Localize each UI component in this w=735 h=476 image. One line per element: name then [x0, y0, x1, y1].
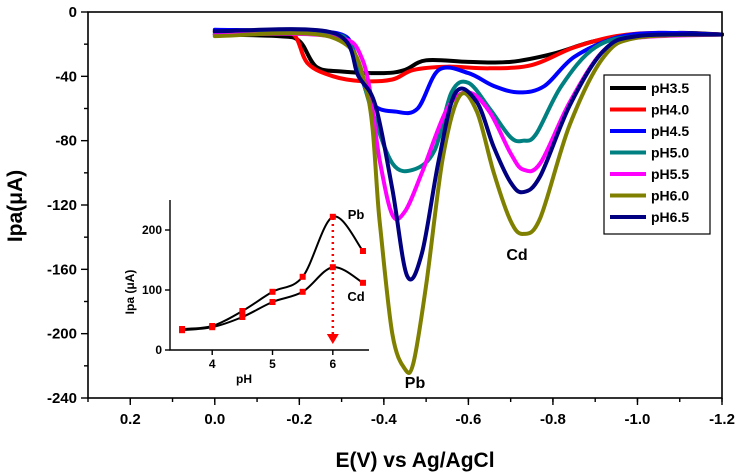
inset-cd-label: Cd — [347, 289, 364, 304]
inset-series-group — [179, 213, 366, 344]
inset-marker-pb — [239, 308, 246, 314]
y-tick-label: -40 — [55, 68, 77, 85]
x-tick-label: -0.4 — [371, 411, 398, 428]
legend: pH3.5 pH4.0 pH4.5 pH5.0 pH5.5 pH6.0 pH6.5 — [603, 74, 711, 235]
legend-label: pH4.0 — [651, 102, 689, 118]
legend-label: pH3.5 — [651, 80, 689, 96]
y-axis-title: Ipa(μA) — [4, 170, 27, 242]
x-tick-label: 0.2 — [120, 411, 141, 428]
x-axis-title: E(V) vs Ag/AgCl — [335, 449, 494, 472]
main-series-group — [212, 27, 724, 375]
inset-x-axis-title: pH — [236, 372, 252, 386]
main-plot: 0.2 0.0 -0.2 -0.4 -0.6 -0.8 -1.0 -1.2 0 -40 -80 -12… — [4, 4, 735, 472]
legend-label: pH5.5 — [651, 166, 689, 182]
y-tick-label: -80 — [55, 133, 77, 150]
legend-label: pH6.0 — [651, 188, 689, 204]
y-tick-label: -240 — [47, 390, 77, 407]
series-line-ph4-0 — [212, 29, 724, 84]
x-tick-label: 0.0 — [204, 411, 225, 428]
inset-arrow-head — [326, 334, 339, 344]
y-tick-label: -160 — [47, 261, 77, 278]
inset-x-tick-label: 6 — [329, 357, 336, 371]
inset-y-tick-label: 200 — [142, 223, 162, 237]
x-tick-label: -0.2 — [286, 411, 312, 428]
legend-items: pH3.5 pH4.0 pH4.5 pH5.0 pH5.5 pH6.0 pH6.5 — [610, 80, 689, 225]
inset-marker-cd — [299, 288, 306, 295]
y-tick-label: 0 — [69, 4, 77, 21]
inset-chart: 4 5 6 0 100 200 pH Ipa (μA) Pb Cd — [119, 196, 369, 386]
legend-label: pH4.5 — [651, 123, 689, 139]
y-tick-label: -200 — [47, 326, 77, 343]
legend-label: pH6.5 — [651, 209, 689, 225]
y-tick-label: -120 — [47, 197, 77, 214]
inset-marker-cd — [209, 324, 216, 331]
pb-peak-label: Pb — [405, 375, 426, 392]
inset-background — [119, 196, 369, 384]
inset-axes: 4 5 6 0 100 200 — [142, 200, 369, 371]
inset-x-tick-label: 4 — [209, 357, 216, 371]
inset-y-axis-title: Ipa (μA) — [123, 270, 137, 315]
inset-pb-label: Pb — [348, 207, 365, 222]
inset-marker-cd — [269, 299, 276, 305]
x-tick-label: -1.2 — [709, 411, 735, 428]
x-tick-label: -0.8 — [540, 411, 566, 428]
x-tick-label: -0.6 — [455, 411, 481, 428]
inset-marker-pb — [269, 288, 276, 295]
main-axes: 0.2 0.0 -0.2 -0.4 -0.6 -0.8 -1.0 -1.2 0 -40 -80 -12… — [47, 4, 735, 428]
inset-x-tick-label: 5 — [269, 357, 276, 371]
series-line-ph6-5 — [212, 27, 724, 282]
inset-marker-cd — [239, 314, 246, 320]
inset-y-tick-label: 0 — [155, 343, 162, 357]
inset-marker-cd — [359, 279, 366, 286]
inset-marker-pb — [359, 248, 366, 254]
inset-marker-pb — [329, 213, 336, 220]
series-line-ph6-0 — [212, 31, 724, 375]
inset-marker-pb — [299, 273, 306, 280]
cd-peak-label: Cd — [506, 247, 527, 264]
legend-label: pH5.0 — [651, 145, 689, 161]
inset-y-tick-label: 100 — [142, 283, 162, 297]
inset-marker-cd — [179, 327, 186, 334]
x-tick-label: -1.0 — [625, 411, 651, 428]
